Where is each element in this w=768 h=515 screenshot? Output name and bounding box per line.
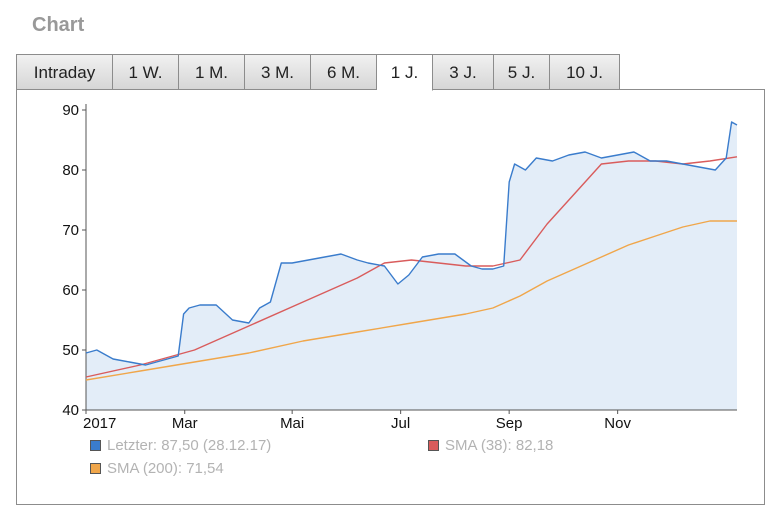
legend-swatch-sma200 xyxy=(90,463,101,474)
tab-6-months[interactable]: 6 M. xyxy=(311,54,377,90)
price-area xyxy=(86,122,737,410)
sma200-line xyxy=(85,220,737,381)
y-tick-label: 80 xyxy=(62,162,79,179)
tab-5-years[interactable]: 5 J. xyxy=(494,54,550,90)
x-tick-label: Jul xyxy=(391,415,410,432)
y-tick-label: 40 xyxy=(62,402,79,419)
legend-label-last: Letzter: 87,50 (28.12.17) xyxy=(107,437,272,454)
tab-3-years[interactable]: 3 J. xyxy=(433,54,494,90)
legend-item-last: Letzter: 87,50 (28.12.17) xyxy=(90,437,271,454)
y-tick-label: 50 xyxy=(62,342,79,359)
tab-10-years[interactable]: 10 J. xyxy=(550,54,620,90)
tab-1-week[interactable]: 1 W. xyxy=(113,54,179,90)
x-tick-label: Nov xyxy=(604,415,631,432)
tab-intraday[interactable]: Intraday xyxy=(16,54,113,90)
x-tick-label: 2017 xyxy=(83,415,116,432)
y-tick-label: 60 xyxy=(62,282,79,299)
chart-panel xyxy=(16,90,765,505)
y-tick-label: 70 xyxy=(62,222,79,239)
tab-3-months[interactable]: 3 M. xyxy=(245,54,311,90)
legend-item-sma200: SMA (200): 71,54 xyxy=(90,460,224,477)
price-line xyxy=(85,121,738,366)
legend-label-sma38: SMA (38): 82,18 xyxy=(445,437,554,454)
page-title: Chart xyxy=(32,14,85,36)
legend-item-sma38: SMA (38): 82,18 xyxy=(428,437,553,454)
tab-bar-filler xyxy=(620,54,765,90)
y-tick-label: 90 xyxy=(62,102,79,119)
tab-1-year[interactable]: 1 J. xyxy=(377,54,433,91)
x-tick-label: Mai xyxy=(280,415,304,432)
x-tick-label: Mar xyxy=(172,415,198,432)
period-tabs: Intraday 1 W. 1 M. 3 M. 6 M. 1 J. 3 J. 5… xyxy=(16,54,765,92)
legend-swatch-last xyxy=(90,440,101,451)
tab-1-month[interactable]: 1 M. xyxy=(179,54,245,90)
x-tick-label: Sep xyxy=(496,415,523,432)
legend-label-sma200: SMA (200): 71,54 xyxy=(107,460,224,477)
legend-swatch-sma38 xyxy=(428,440,439,451)
